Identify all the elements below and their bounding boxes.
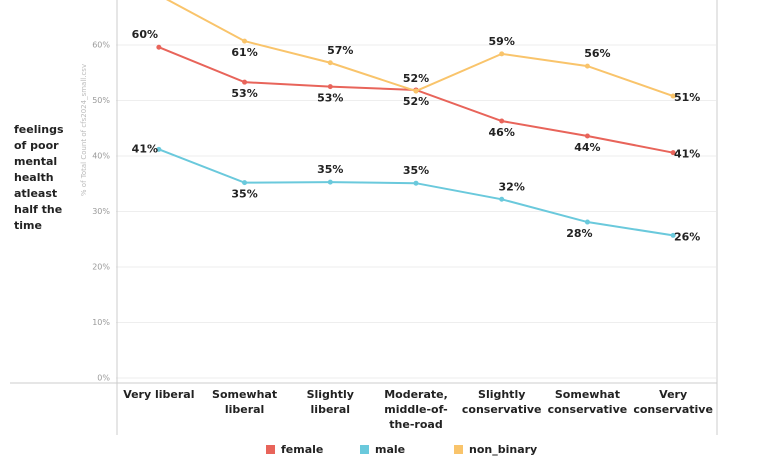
data-label: 35% [231,188,257,201]
point [156,146,162,152]
data-label: 61% [231,46,257,59]
data-label: 53% [317,92,343,105]
legend-swatch [454,445,463,454]
legend-swatch [266,445,275,454]
data-label: 35% [403,164,429,177]
data-label: 60% [132,28,158,41]
legend-label: non_binary [469,443,537,456]
point [670,93,676,99]
data-label: 32% [499,180,525,193]
data-label: 35% [317,163,343,176]
y-tick-label: 0% [97,374,110,383]
data-label: 52% [403,72,429,85]
data-label: 41% [132,142,158,155]
data-label: 59% [489,35,515,48]
point [327,84,333,90]
data-label: 51% [674,91,700,104]
x-tick-label: Slightly liberal [306,388,354,416]
point [670,232,676,238]
y-tick-label: 40% [92,152,110,161]
row-label: feelings of poor mental health atleast h… [14,123,64,232]
data-label: 41% [674,148,700,161]
x-tick-label: Very conservative [633,388,713,416]
point [242,38,248,44]
y-tick-label: 30% [92,207,110,216]
y-tick-label: 20% [92,263,110,272]
x-tick-label: Moderate, middle-of-the-road [384,388,448,431]
point [242,79,248,85]
x-tick-label: Somewhat conservative [547,388,628,416]
data-label: 52% [403,95,429,108]
y-axis-title: % of Total Count of cfs2024_small.csv [80,64,88,196]
x-tick-label: Very liberal [123,388,195,401]
y-tick-label: 60% [92,41,110,50]
data-label: 56% [584,47,610,60]
data-label: 46% [489,126,515,139]
point [156,44,162,50]
point [499,51,505,57]
point [413,88,419,94]
data-label: 44% [574,141,600,154]
legend-swatch [360,445,369,454]
x-tick-label: Somewhat liberal [212,388,278,416]
point [499,196,505,202]
y-tick-label: 10% [92,318,110,327]
x-tick-label: Slightly conservative [461,388,542,416]
y-tick-label: 50% [92,96,110,105]
point [242,180,248,186]
point [584,219,590,225]
data-label: 53% [231,87,257,100]
point [327,179,333,185]
point [499,118,505,124]
data-label: 26% [674,230,700,243]
point [584,133,590,139]
legend-label: female [281,443,323,456]
data-label: 28% [566,227,592,240]
point [413,180,419,186]
point [584,63,590,69]
data-label: 57% [327,44,353,57]
point [670,150,676,156]
legend-label: male [375,443,405,456]
point [327,60,333,66]
